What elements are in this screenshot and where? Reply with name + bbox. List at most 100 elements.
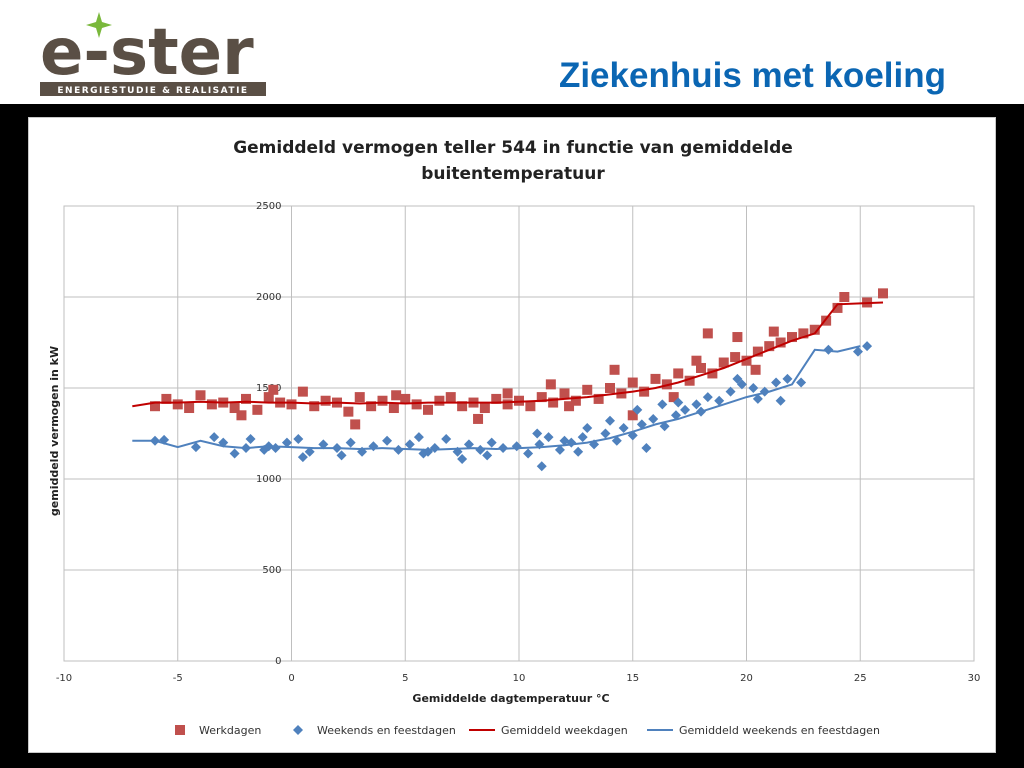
data-point <box>600 428 611 439</box>
data-point <box>752 393 763 404</box>
y-tick-label: 500 <box>262 565 281 576</box>
y-tick-label: 0 <box>275 656 281 667</box>
data-point <box>564 401 575 412</box>
data-point <box>782 373 793 384</box>
logo-text: e-ster <box>40 16 254 90</box>
data-point <box>725 386 736 397</box>
axis-ticks: -10-505101520253005001000150020002500 <box>56 201 981 684</box>
legend-item-werkdagen: Werkdagen <box>175 724 261 737</box>
data-point <box>350 419 361 430</box>
data-point <box>411 399 422 410</box>
legend-label: Gemiddeld weekdagen <box>501 724 628 737</box>
data-point <box>184 403 195 414</box>
logo-tagline-bar <box>40 82 266 96</box>
y-tick-label: 2500 <box>256 201 281 212</box>
data-point <box>523 448 534 459</box>
x-tick-label: -5 <box>173 673 183 684</box>
data-point <box>309 401 320 412</box>
data-point <box>570 395 581 406</box>
series-weekends-en-feestdagen <box>150 341 873 472</box>
data-point <box>236 410 247 421</box>
data-point <box>639 386 650 397</box>
legend-item-weekends-en-feestdagen: Weekends en feestdagen <box>293 724 456 737</box>
data-point <box>732 373 743 384</box>
data-point <box>229 448 240 459</box>
logo-tagline: ENERGIESTUDIE & REALISATIE <box>57 86 248 96</box>
data-point <box>366 401 377 412</box>
data-point <box>832 302 843 313</box>
data-point <box>391 390 402 401</box>
data-point <box>297 452 308 463</box>
data-point <box>573 446 584 457</box>
x-tick-label: 5 <box>402 673 408 684</box>
data-point <box>878 288 888 299</box>
chart-container: Gemiddeld vermogen teller 544 in functie… <box>28 117 996 753</box>
data-point <box>400 393 411 404</box>
data-point <box>281 437 292 448</box>
data-point <box>434 395 445 406</box>
data-point <box>548 397 559 408</box>
series-gemiddeld-weekdagen <box>132 301 884 408</box>
x-tick-label: 20 <box>740 673 753 684</box>
legend-item-gemiddeld-weekends-en-feestdagen: Gemiddeld weekends en feestdagen <box>647 724 880 737</box>
x-tick-label: 30 <box>968 673 981 684</box>
data-point <box>611 435 622 446</box>
data-point <box>423 404 433 415</box>
data-point <box>771 377 782 388</box>
data-point <box>691 399 702 410</box>
data-point <box>732 332 743 343</box>
data-point <box>593 393 604 404</box>
plot-area <box>63 205 975 662</box>
data-point <box>641 443 652 454</box>
data-point <box>268 384 279 395</box>
data-point <box>768 326 779 337</box>
data-point <box>206 399 217 410</box>
data-point <box>473 413 484 424</box>
data-point <box>627 377 638 388</box>
chart-title-line1: Gemiddeld vermogen teller 544 in functie… <box>233 138 793 158</box>
data-point <box>297 386 308 397</box>
data-point <box>775 337 786 348</box>
legend-label: Weekends en feestdagen <box>317 724 456 737</box>
data-point <box>809 324 820 335</box>
data-point <box>668 392 679 403</box>
data-point <box>293 433 304 444</box>
data-point <box>605 415 615 426</box>
data-point <box>404 439 415 450</box>
data-point <box>798 328 809 339</box>
legend-label: Gemiddeld weekends en feestdagen <box>679 724 880 737</box>
data-point <box>839 292 850 302</box>
legend-swatch <box>293 725 303 735</box>
data-point <box>680 404 691 415</box>
data-point <box>457 453 468 464</box>
legend-swatch <box>175 725 185 735</box>
data-point <box>684 375 695 386</box>
x-tick-label: 10 <box>513 673 526 684</box>
data-point <box>736 379 747 390</box>
data-point <box>463 439 474 450</box>
data-point <box>190 442 201 453</box>
data-point <box>702 392 713 403</box>
data-point <box>377 395 388 406</box>
data-point <box>650 373 661 384</box>
data-point <box>750 364 761 375</box>
data-point <box>368 441 379 452</box>
data-point <box>457 401 468 412</box>
x-tick-label: 0 <box>288 673 294 684</box>
data-point <box>657 399 668 410</box>
data-point <box>582 423 593 434</box>
data-series <box>132 288 888 472</box>
data-point <box>502 399 513 410</box>
series-gemiddeld-weekends-en-feestdagen <box>132 345 861 451</box>
data-point <box>696 362 706 373</box>
data-point <box>636 419 647 430</box>
data-point <box>511 441 522 452</box>
data-point <box>632 404 643 415</box>
data-point <box>748 383 759 393</box>
series-line <box>132 301 884 408</box>
e-ster-logo: e-ster ENERGIESTUDIE & REALISATIE <box>40 12 266 96</box>
data-point <box>241 393 251 404</box>
data-point <box>441 433 452 444</box>
data-point <box>718 357 729 368</box>
data-point <box>150 401 160 412</box>
